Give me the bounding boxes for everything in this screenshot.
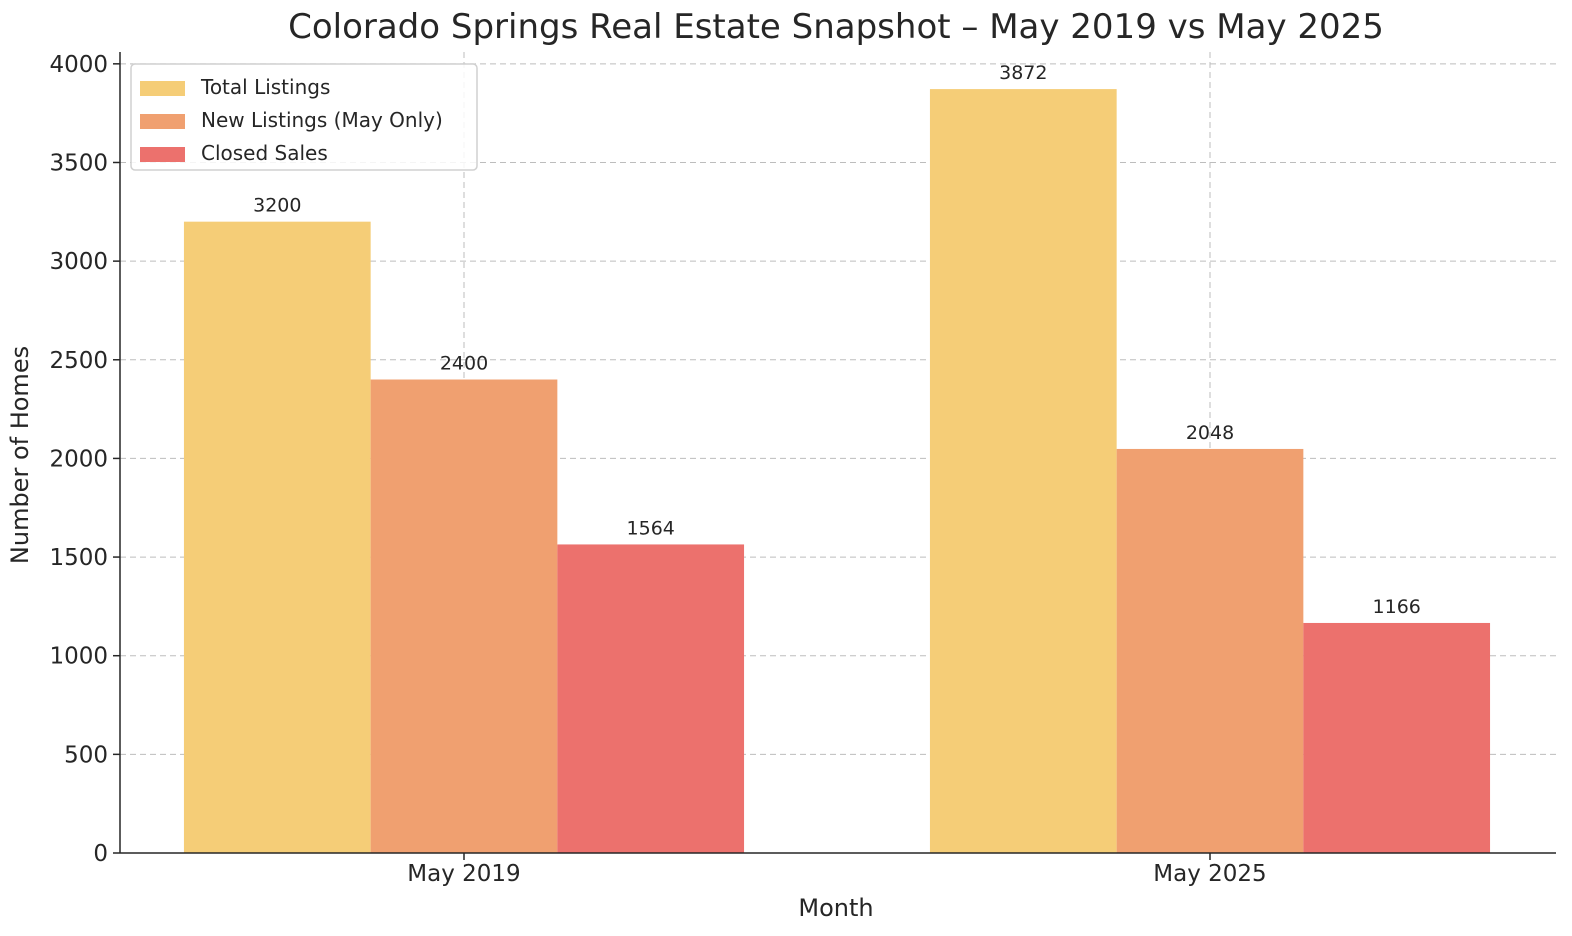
tick-labels: 0 500 1000 1500 2000 2500 3000 3500 4000 May 2019… — [49, 52, 1266, 887]
legend-swatch — [140, 147, 185, 162]
bar-value-label: 2400 — [440, 353, 488, 375]
y-tick-label: 2500 — [49, 348, 108, 374]
y-tick-label: 2000 — [49, 446, 108, 472]
legend-label: Total Listings — [200, 75, 330, 99]
legend-label: Closed Sales — [201, 141, 328, 165]
y-tick-label: 1000 — [49, 644, 108, 670]
bar-value-label: 3872 — [999, 62, 1047, 84]
bar — [929, 89, 1117, 853]
bar — [557, 544, 745, 853]
y-tick-label: 4000 — [49, 52, 108, 78]
legend-box — [130, 63, 478, 171]
bar — [183, 221, 371, 854]
y-tick-label: 500 — [64, 742, 108, 768]
y-tick-label: 3500 — [49, 150, 108, 176]
y-tick-label: 3000 — [49, 249, 108, 275]
axes — [113, 52, 1556, 860]
bar-value-label: 2048 — [1186, 422, 1234, 444]
data-labels: 3200 3872 2400 2048 1564 1166 — [253, 62, 1421, 618]
x-axis-label: Month — [798, 894, 873, 922]
bar-value-label: 3200 — [253, 195, 301, 217]
bar-value-label: 1166 — [1373, 596, 1421, 618]
bars — [183, 89, 1491, 854]
bar — [370, 379, 558, 853]
bar — [1116, 448, 1304, 853]
y-axis-label: Number of Homes — [6, 346, 34, 564]
x-tick-label: May 2025 — [1153, 861, 1266, 887]
legend: Total Listings New Listings (May Only) Clo… — [130, 63, 478, 171]
y-tick-label: 0 — [93, 841, 108, 867]
x-tick-label: May 2019 — [407, 861, 520, 887]
y-tick-label: 1500 — [49, 545, 108, 571]
legend-label: New Listings (May Only) — [201, 108, 443, 132]
legend-swatch — [140, 81, 185, 96]
bar-value-label: 1564 — [627, 517, 675, 539]
bar — [1303, 622, 1491, 853]
chart-title: Colorado Springs Real Estate Snapshot – … — [288, 7, 1384, 47]
legend-swatch — [140, 114, 185, 129]
